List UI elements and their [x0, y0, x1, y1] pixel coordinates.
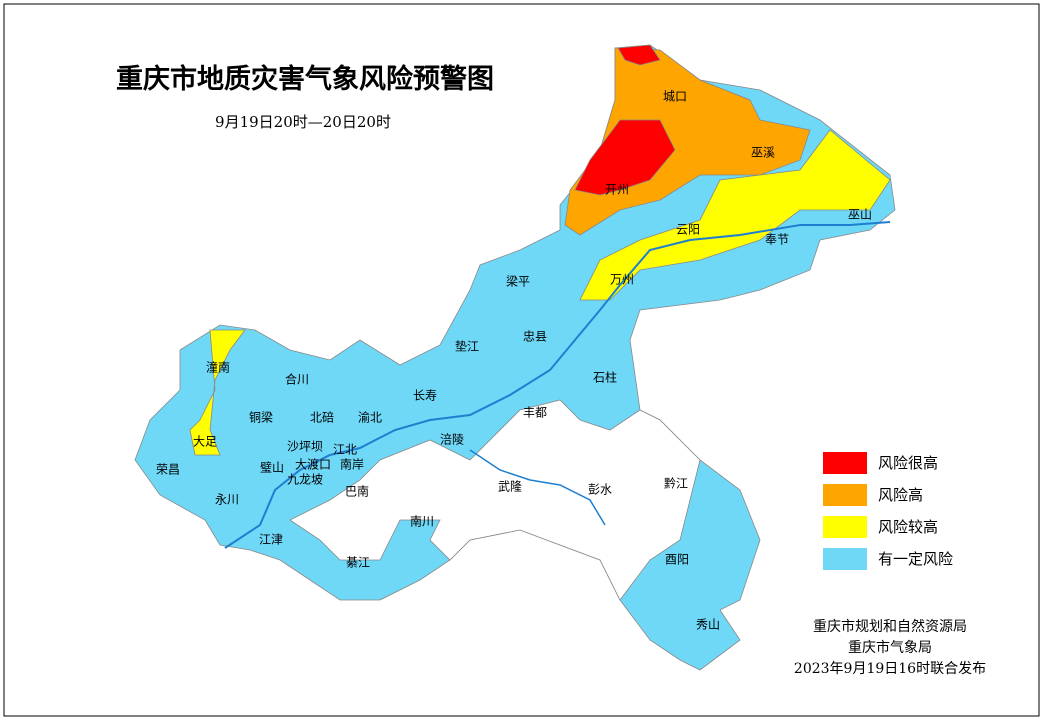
place-label: 江北: [333, 443, 357, 457]
legend-swatch: [823, 516, 867, 538]
place-label: 巫山: [848, 208, 872, 222]
place-label: 忠县: [523, 330, 547, 344]
issuer-line: 2023年9月19日16时联合发布: [794, 661, 986, 677]
place-label: 长寿: [413, 389, 437, 403]
place-label: 江津: [259, 533, 283, 547]
place-label: 梁平: [506, 274, 530, 289]
legend-swatch: [823, 452, 867, 474]
place-label: 綦江: [346, 556, 370, 570]
place-label: 南岸: [340, 457, 364, 472]
place-label: 巴南: [345, 484, 369, 499]
place-label: 丰都: [523, 406, 547, 420]
place-label: 奉节: [765, 233, 789, 247]
issuer-line: 重庆市规划和自然资源局: [813, 618, 967, 635]
place-label: 石柱: [593, 370, 617, 385]
place-label: 垫江: [455, 339, 479, 354]
place-label: 潼南: [206, 360, 230, 375]
issuer-line: 重庆市气象局: [848, 639, 932, 656]
place-label: 大渡口: [295, 457, 331, 472]
place-label: 云阳: [676, 223, 700, 237]
place-label: 武隆: [498, 479, 522, 494]
legend-swatch: [823, 484, 867, 506]
legend-label: 风险很高: [878, 454, 938, 472]
map-subtitle: 9月19日20时—20日20时: [215, 113, 391, 131]
place-label: 城口: [663, 90, 687, 104]
map-title: 重庆市地质灾害气象风险预警图: [116, 63, 494, 95]
region: [617, 44, 661, 66]
place-label: 渝北: [358, 410, 382, 425]
place-label: 璧山: [260, 460, 284, 475]
place-label: 铜梁: [249, 410, 273, 425]
region: [289, 399, 701, 601]
place-label: 沙坪坝: [287, 440, 323, 454]
place-label: 黔江: [664, 476, 688, 491]
river: [224, 221, 891, 549]
river: [469, 449, 606, 526]
place-label: 荣昌: [156, 463, 180, 477]
region: [579, 129, 891, 301]
regions: [134, 44, 896, 671]
legend-label: 风险较高: [878, 518, 938, 536]
legend-label: 有一定风险: [878, 550, 953, 568]
region: [574, 119, 676, 196]
place-label: 南川: [410, 514, 434, 529]
place-label: 北碚: [310, 410, 334, 425]
place-label: 巫溪: [751, 146, 775, 160]
place-label: 永川: [215, 493, 239, 507]
region: [189, 329, 246, 456]
place-label: 彭水: [588, 483, 612, 497]
place-label: 九龙坡: [287, 473, 323, 487]
place-label: 酉阳: [665, 553, 689, 567]
place-label: 万州: [610, 273, 634, 287]
place-label: 涪陵: [440, 432, 464, 447]
legend-label: 风险高: [878, 486, 923, 504]
place-label: 秀山: [696, 618, 720, 632]
legend-swatch: [823, 548, 867, 570]
place-label: 合川: [285, 372, 309, 387]
place-label: 大足: [193, 435, 217, 449]
place-label: 开州: [605, 183, 629, 197]
